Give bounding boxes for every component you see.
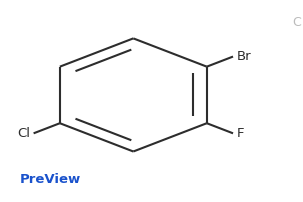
Text: PreView: PreView	[20, 173, 81, 186]
Text: C: C	[293, 16, 301, 29]
Text: Br: Br	[237, 50, 251, 63]
Text: Cl: Cl	[17, 127, 30, 140]
Text: F: F	[237, 127, 244, 140]
